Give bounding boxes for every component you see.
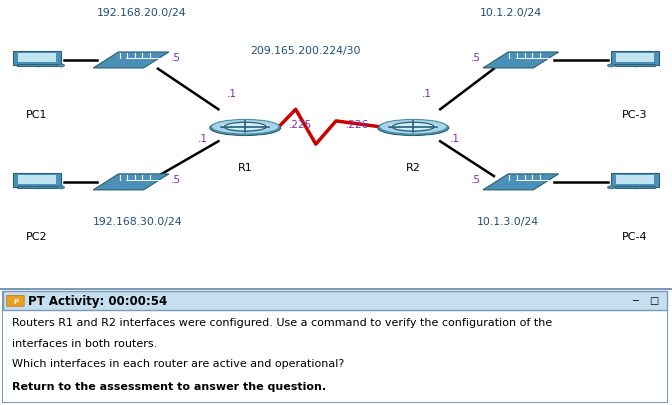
Ellipse shape [380,120,447,135]
Text: .5: .5 [470,175,480,185]
FancyBboxPatch shape [615,65,655,67]
Circle shape [58,186,65,190]
FancyBboxPatch shape [3,292,667,401]
FancyBboxPatch shape [616,176,654,185]
FancyBboxPatch shape [615,187,655,189]
FancyBboxPatch shape [7,296,24,307]
Ellipse shape [378,121,449,136]
Text: .5: .5 [171,53,181,63]
Text: R2: R2 [406,162,421,172]
Circle shape [607,65,614,68]
Text: 209.165.200.224/30: 209.165.200.224/30 [251,46,361,55]
Text: □: □ [649,296,659,305]
Text: PT Activity: 00:00:54: PT Activity: 00:00:54 [28,294,167,307]
Polygon shape [483,175,558,190]
FancyBboxPatch shape [18,176,56,185]
Text: Which interfaces in each router are active and operational?: Which interfaces in each router are acti… [12,358,344,369]
FancyBboxPatch shape [3,310,667,401]
Ellipse shape [389,123,437,130]
Text: .226: .226 [346,119,370,130]
Text: PC2: PC2 [26,232,48,242]
Text: R1: R1 [238,162,253,172]
Ellipse shape [212,120,279,135]
Text: .1: .1 [227,88,237,98]
Text: .5: .5 [171,175,181,185]
Text: .1: .1 [198,134,208,144]
Text: 10.1.3.0/24: 10.1.3.0/24 [476,217,538,226]
Text: P: P [13,298,18,304]
Text: Routers R1 and R2 interfaces were configured. Use a command to verify the config: Routers R1 and R2 interfaces were config… [12,317,552,327]
Text: PC-4: PC-4 [622,232,648,242]
FancyBboxPatch shape [18,54,56,63]
FancyBboxPatch shape [3,291,667,310]
Text: .225: .225 [289,119,312,130]
Text: 192.168.30.0/24: 192.168.30.0/24 [93,217,183,226]
Circle shape [58,65,65,68]
Polygon shape [483,53,558,69]
FancyBboxPatch shape [17,187,57,189]
FancyBboxPatch shape [616,54,654,63]
Ellipse shape [210,121,281,136]
Text: .1: .1 [450,134,460,144]
FancyBboxPatch shape [17,65,57,67]
Text: PC-3: PC-3 [622,110,648,120]
Text: 10.1.2.0/24: 10.1.2.0/24 [480,8,542,18]
Text: interfaces in both routers.: interfaces in both routers. [12,338,157,347]
Polygon shape [93,53,169,69]
Text: .1: .1 [422,88,431,98]
Text: Return to the assessment to answer the question.: Return to the assessment to answer the q… [12,382,326,392]
Circle shape [607,186,614,190]
Ellipse shape [221,123,269,130]
Text: ─: ─ [632,296,638,305]
FancyBboxPatch shape [13,173,61,187]
Text: PC1: PC1 [26,110,48,120]
FancyBboxPatch shape [13,52,61,66]
Polygon shape [93,175,169,190]
FancyBboxPatch shape [611,52,659,66]
FancyBboxPatch shape [611,173,659,187]
Text: .5: .5 [470,53,480,63]
Text: 192.168.20.0/24: 192.168.20.0/24 [96,8,186,18]
